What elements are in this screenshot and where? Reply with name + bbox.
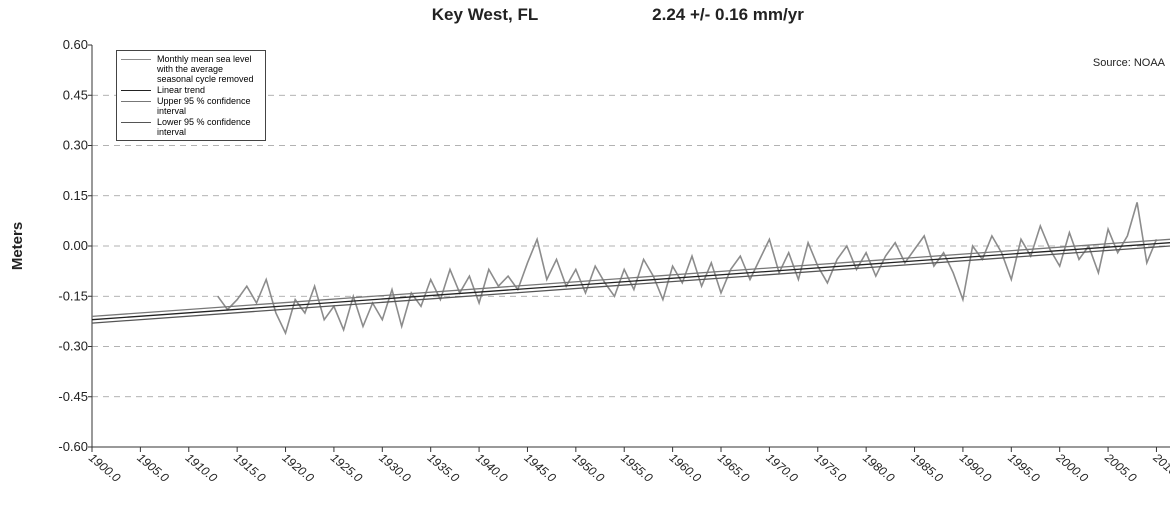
y-tick-label: 0.15	[63, 188, 88, 203]
legend-swatch	[121, 101, 151, 102]
x-tick-label: 1965.0	[715, 451, 752, 486]
series-line	[217, 202, 1158, 336]
legend-entry: Lower 95 % confidence interval	[121, 117, 261, 137]
x-tick-label: 1940.0	[473, 451, 510, 486]
x-tick-label: 1930.0	[376, 451, 413, 486]
legend-label: Monthly mean sea level with the average …	[157, 54, 254, 84]
y-tick-label: -0.45	[58, 389, 88, 404]
legend-entry: Upper 95 % confidence interval	[121, 96, 261, 116]
legend-entry: Monthly mean sea level with the average …	[121, 54, 261, 84]
legend: Monthly mean sea level with the average …	[116, 50, 266, 141]
y-tick-label: 0.60	[63, 37, 88, 52]
series-line	[91, 242, 1170, 321]
x-tick-label: 1955.0	[618, 451, 655, 486]
x-tick-label: 1980.0	[860, 451, 897, 486]
x-tick-label: 1945.0	[522, 451, 559, 486]
x-tick-label: 1910.0	[183, 451, 220, 486]
series-line	[91, 238, 1170, 318]
legend-entry: Linear trend	[121, 85, 261, 95]
x-tick-label: 1990.0	[957, 451, 994, 486]
y-tick-label: -0.60	[58, 439, 88, 454]
legend-label: Lower 95 % confidence interval	[157, 117, 251, 137]
legend-label: Upper 95 % confidence interval	[157, 96, 251, 116]
x-tick-label: 2010.0	[1150, 450, 1170, 485]
x-tick-label: 1975.0	[812, 451, 849, 486]
x-tick-label: 1915.0	[231, 451, 268, 486]
y-axis-label: Meters	[9, 222, 26, 270]
x-tick-label: 1905.0	[134, 451, 171, 486]
series-line	[91, 245, 1170, 324]
x-tick-label: 1925.0	[328, 451, 365, 486]
x-tick-label: 1935.0	[425, 451, 462, 486]
x-tick-label: 1970.0	[763, 451, 800, 486]
legend-swatch	[121, 122, 151, 123]
x-tick-label: 2005.0	[1101, 450, 1139, 485]
legend-swatch	[121, 90, 151, 91]
x-tick-label: 2000.0	[1053, 450, 1091, 485]
y-tick-label: 0.30	[63, 138, 88, 153]
chart-title: Key West, FL	[432, 5, 538, 24]
legend-swatch	[121, 59, 151, 60]
x-tick-label: 1985.0	[909, 451, 946, 486]
x-tick-label: 1900.0	[86, 451, 123, 486]
source-note: Source: NOAA	[1093, 57, 1166, 69]
x-tick-label: 1960.0	[667, 451, 704, 486]
legend-label: Linear trend	[157, 85, 206, 95]
chart-subtitle: 2.24 +/- 0.16 mm/yr	[652, 5, 804, 24]
y-tick-label: -0.30	[58, 339, 88, 354]
y-tick-label: 0.45	[63, 87, 88, 102]
y-tick-label: -0.15	[58, 288, 88, 303]
y-tick-label: 0.00	[63, 238, 88, 253]
x-tick-label: 1995.0	[1005, 451, 1042, 486]
x-tick-label: 1920.0	[280, 451, 317, 486]
x-tick-label: 1950.0	[570, 451, 607, 486]
